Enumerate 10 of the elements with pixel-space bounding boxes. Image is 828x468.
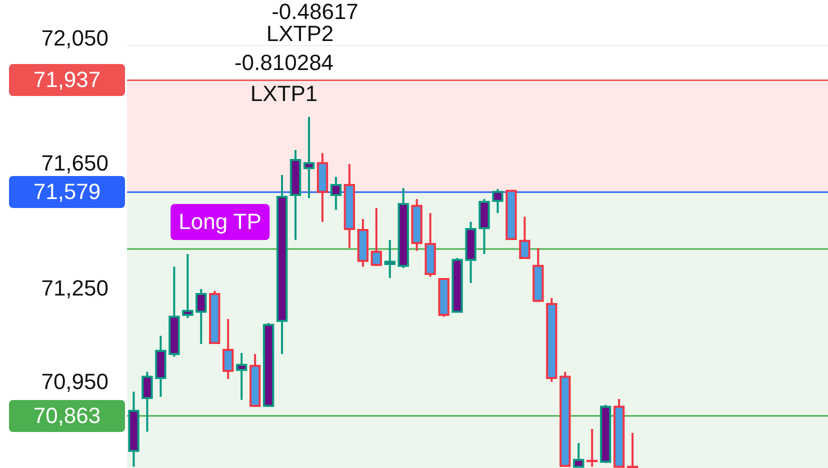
ref-line-label: 71,937 <box>9 64 125 96</box>
annotation: LXTP1 <box>250 81 318 107</box>
y-tick-label: 72,050 <box>41 25 108 50</box>
annotation: Long TP <box>170 204 270 240</box>
annotation: -0.810284 <box>234 50 334 76</box>
ref-line-label: 71,579 <box>9 176 125 208</box>
ref-line-label: 70,863 <box>9 400 125 432</box>
y-tick-label: 71,650 <box>41 150 108 176</box>
y-tick-label: 70,950 <box>41 369 108 394</box>
y-tick-label: 71,250 <box>41 275 108 300</box>
